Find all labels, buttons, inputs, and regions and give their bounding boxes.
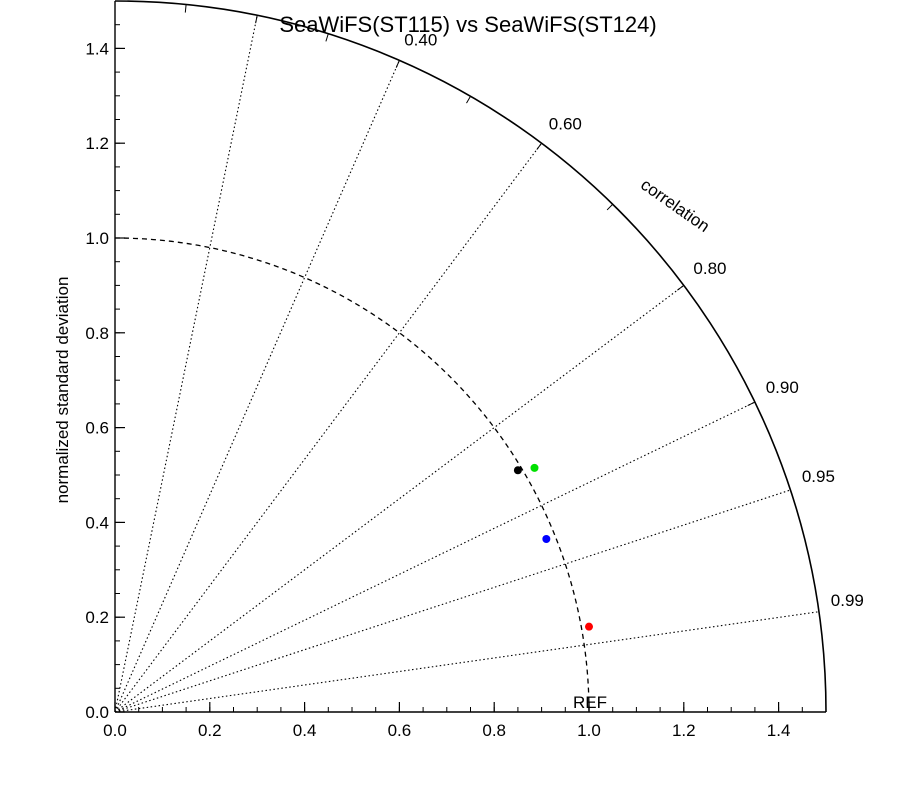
correlation-tick-label: 0.40 [404, 30, 437, 49]
correlation-tick-label: 0.20 [260, 0, 293, 4]
correlation-tick-label: 0.99 [831, 591, 864, 610]
correlation-ray [114, 489, 791, 713]
correlation-tick-mark [606, 203, 614, 211]
x-tick-label: 0.4 [293, 721, 317, 740]
data-point [513, 466, 522, 475]
data-point [542, 534, 551, 543]
correlation-ray [114, 284, 685, 713]
correlation-ray [114, 611, 819, 713]
correlation-ray [114, 15, 258, 713]
x-tick-label: 1.0 [577, 721, 601, 740]
reference-std-arc [114, 237, 590, 713]
axes-layer [114, 0, 827, 713]
correlation-tick-mark [466, 96, 471, 104]
y-tick-label: 0.8 [85, 324, 109, 343]
y-tick-label: 0.4 [85, 513, 109, 532]
y-tick-label: 0.6 [85, 419, 109, 438]
x-tick-label: 0.2 [198, 721, 222, 740]
x-tick-label: 0.0 [103, 721, 127, 740]
x-tick-label: 0.6 [388, 721, 412, 740]
correlation-tick-label: 0.95 [802, 467, 835, 486]
outer-arc [114, 0, 827, 713]
correlation-tick-label: 0.80 [693, 259, 726, 278]
data-point [530, 463, 539, 472]
correlation-tick-mark [255, 15, 258, 24]
correlation-ray [114, 142, 543, 713]
y-tick-label: 1.4 [85, 39, 109, 58]
y-tick-label: 1.0 [85, 229, 109, 248]
correlation-tick-mark [536, 142, 542, 150]
data-point [585, 622, 593, 631]
x-tick-label: 0.8 [482, 721, 506, 740]
ticks-layer: 0.20 0.40 0.60 0.80 0.90 0.95 0.99 0.0 0.2 0.4 0.6… [85, 0, 864, 740]
x-tick-label: 1.4 [767, 721, 791, 740]
y-tick-label: 0.0 [85, 703, 109, 722]
correlation-ray [114, 401, 756, 713]
correlation-tick-label: 0.90 [766, 378, 799, 397]
correlation-ray [114, 60, 400, 713]
correlation-tick-mark [184, 4, 187, 13]
correlation-axis-title: correlation [637, 175, 713, 236]
y-tick-label: 0.2 [85, 608, 109, 627]
correlation-tick-mark [395, 60, 400, 68]
chart-title: SeaWiFS(ST115) vs SeaWiFS(ST124) [279, 12, 656, 37]
reference-label: REF [573, 693, 607, 712]
y-axis-title: normalized standard deviation [53, 277, 72, 504]
x-tick-label: 1.2 [672, 721, 696, 740]
correlation-tick-mark [677, 284, 685, 291]
grid-layer [114, 15, 819, 713]
correlation-tick-mark [325, 33, 329, 42]
correlation-tick-label: 0.60 [549, 115, 582, 134]
points-layer [513, 463, 593, 631]
y-tick-label: 1.2 [85, 134, 109, 153]
correlation-tick-mark [747, 401, 756, 407]
